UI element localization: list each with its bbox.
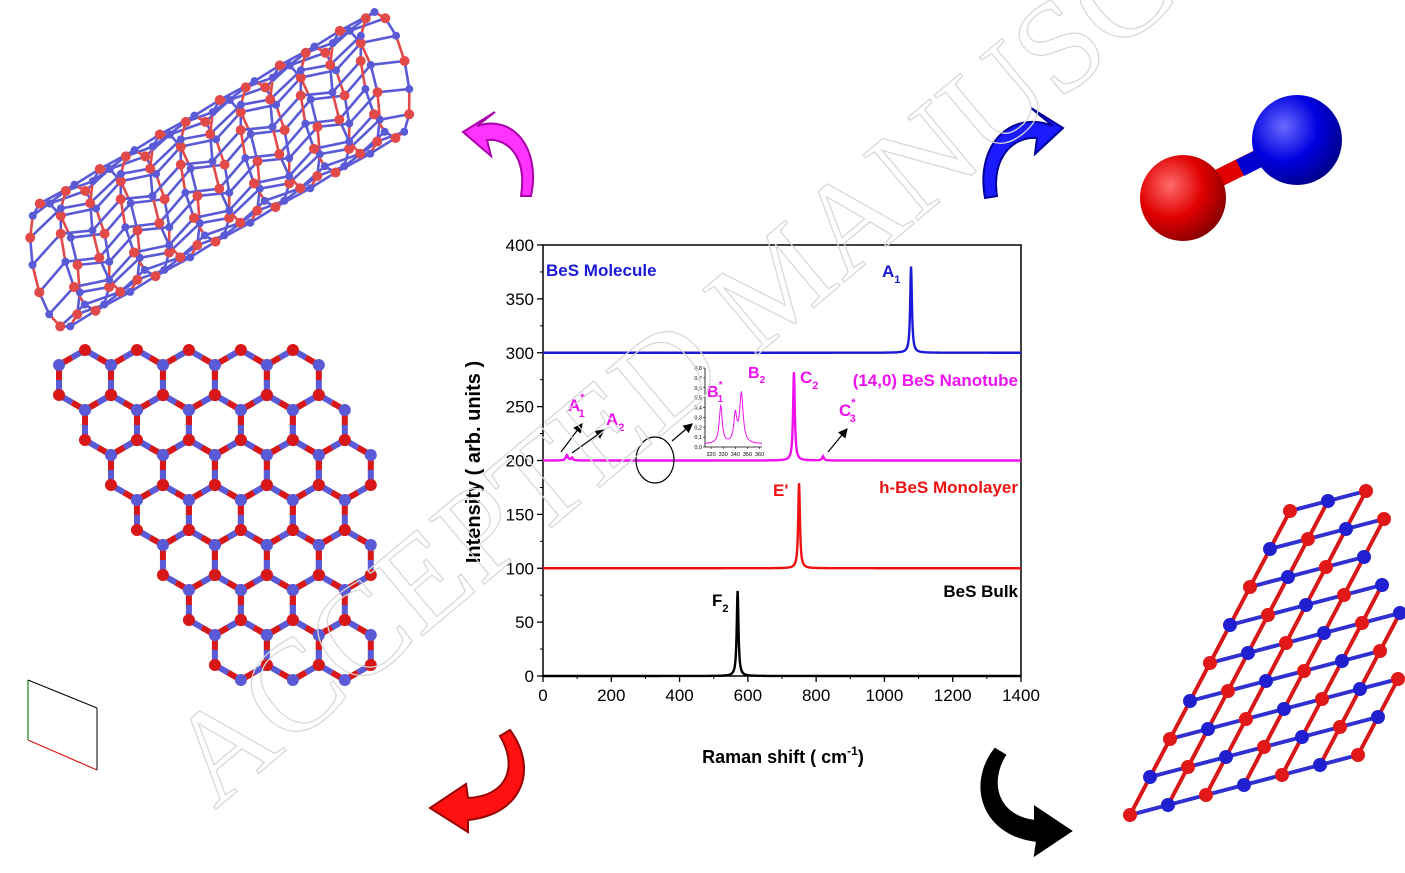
x-tick-label: 1000 [866, 686, 904, 705]
inset-x-tick-label: 320 [706, 452, 715, 458]
bulk-crystal-structure-image [1123, 484, 1405, 822]
x-tick-label: 200 [597, 686, 625, 705]
x-tick-label: 1200 [934, 686, 972, 705]
x-tick-label: 600 [734, 686, 762, 705]
x-tick-label: 0 [538, 686, 547, 705]
y-tick-label: 400 [506, 236, 534, 255]
series-label-bulk: BeS Bulk [943, 582, 1018, 601]
curved-arrow-icon [430, 730, 524, 832]
peak-label-c3-star: C* 3 [839, 397, 856, 425]
peak-label-e-prime: E' [773, 481, 788, 500]
series-label-nanotube: (14,0) BeS Nanotube [853, 371, 1018, 390]
inset-x-tick-label: 330 [719, 452, 728, 458]
diatomic-molecule-image [1140, 95, 1342, 241]
series-line-3 [543, 591, 1021, 676]
inset-x-tick-label: 360 [755, 452, 764, 458]
peak-label-f2: F2 [712, 591, 729, 615]
x-tick-label: 800 [802, 686, 830, 705]
peak-label-c2: C2 [800, 368, 818, 392]
nanotube-structure-image [25, 8, 414, 331]
y-tick-label: 50 [515, 613, 534, 632]
curved-arrow-icon [981, 749, 1071, 855]
inset-x-tick-label: 350 [743, 452, 752, 458]
x-tick-label: 400 [665, 686, 693, 705]
y-tick-label: 300 [506, 344, 534, 363]
curved-arrow-icon [463, 112, 533, 196]
series-label-monolayer: h-BeS Monolayer [879, 478, 1018, 497]
x-axis-title: Raman shift ( cm-1) [702, 744, 864, 767]
y-tick-label: 350 [506, 290, 534, 309]
inset-y-tick-label: 0,0 [694, 445, 702, 451]
series-label-molecule: BeS Molecule [546, 261, 657, 280]
y-tick-label: 0 [525, 667, 534, 686]
x-tick-label: 1400 [1002, 686, 1040, 705]
inset-x-tick-label: 340 [731, 452, 740, 458]
